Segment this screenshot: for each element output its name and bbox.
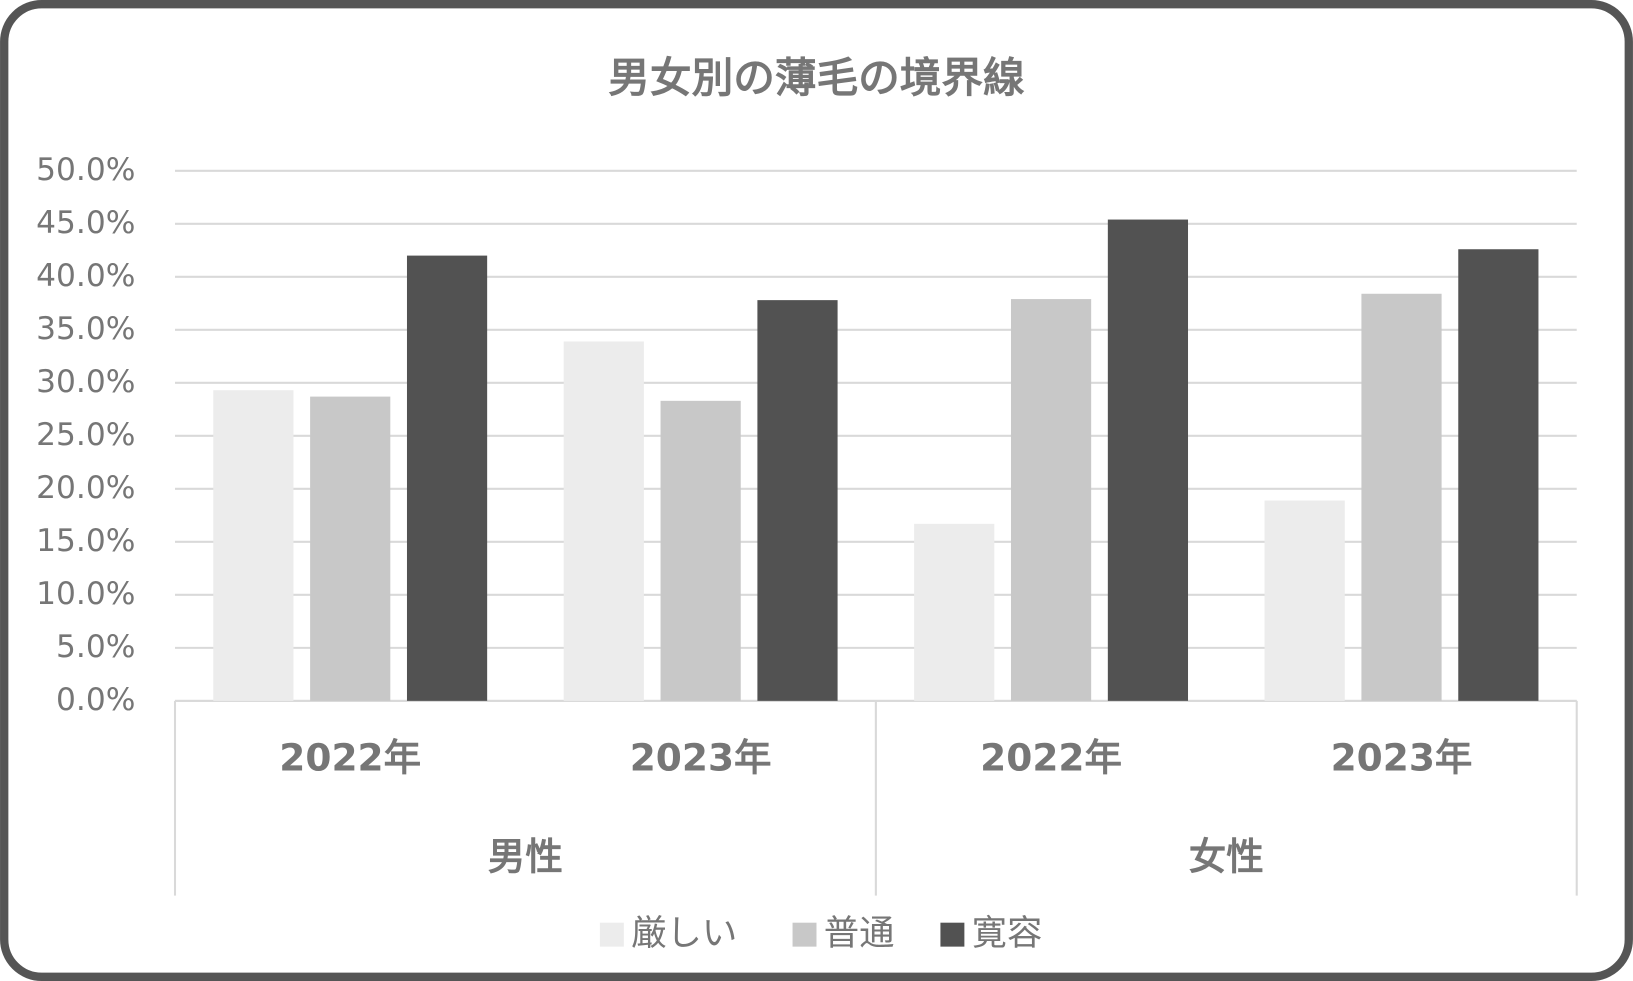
y-tick-label: 10.0% [36, 576, 135, 612]
x-tick-label: 2023年 [1331, 736, 1473, 780]
x-tick-label: 2023年 [630, 736, 772, 780]
y-tick-label: 45.0% [36, 205, 135, 241]
group-label: 女性 [1189, 835, 1264, 879]
legend-swatch [599, 922, 624, 947]
x-tick-label: 2022年 [980, 736, 1122, 780]
legend-label: 寛容 [972, 913, 1043, 954]
bar [310, 396, 391, 701]
bar [213, 390, 294, 701]
y-tick-label: 30.0% [36, 364, 135, 400]
bar [1107, 219, 1189, 701]
bar [563, 341, 644, 701]
y-tick-label: 0.0% [56, 682, 135, 718]
bar [1010, 299, 1092, 701]
bar [757, 300, 838, 701]
y-tick-label: 20.0% [36, 470, 135, 506]
legend-swatch [940, 922, 965, 947]
y-tick-label: 50.0% [36, 152, 135, 188]
bar [660, 400, 741, 701]
legend-label: 普通 [824, 913, 895, 954]
legend-label: 厳しい [631, 913, 737, 954]
y-tick-label: 40.0% [36, 258, 135, 294]
bar [1361, 293, 1442, 701]
chart-title: 男女別の薄毛の境界線 [608, 53, 1025, 102]
y-tick-label: 15.0% [36, 523, 135, 559]
x-tick-label: 2022年 [279, 736, 421, 780]
bar [914, 523, 995, 701]
legend-swatch [792, 922, 817, 947]
y-tick-label: 5.0% [56, 629, 135, 665]
y-tick-label: 35.0% [36, 311, 135, 347]
group-label: 男性 [488, 835, 563, 879]
bar [406, 255, 488, 701]
bar [1264, 500, 1345, 701]
bar [1458, 249, 1539, 701]
y-tick-label: 25.0% [36, 417, 135, 453]
